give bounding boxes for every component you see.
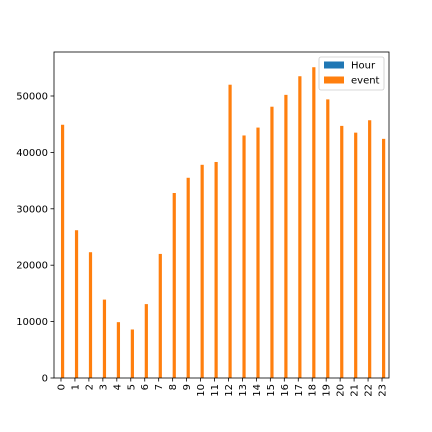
x-tick-label: 17: [294, 384, 305, 397]
x-tick-label: 9: [182, 384, 193, 390]
bar-event-10: [200, 164, 204, 378]
bar-event-13: [242, 135, 246, 378]
plot-frame: [53, 51, 390, 379]
x-tick-label: 19: [322, 384, 333, 397]
x-tick-label: 23: [378, 384, 389, 397]
bar-event-2: [88, 252, 93, 378]
x-tick-label: 1: [70, 384, 81, 390]
x-tick-label: 10: [196, 384, 207, 397]
bar-event-1: [74, 230, 79, 378]
bar-event-7: [158, 253, 162, 378]
bar-event-18: [312, 67, 316, 378]
bar-event-19: [326, 99, 330, 378]
bar-event-17: [298, 76, 302, 378]
bar-event-8: [172, 193, 176, 378]
bar-event-15: [270, 106, 274, 379]
legend-swatch-event: [324, 76, 344, 84]
x-tick-label: 16: [280, 384, 291, 397]
y-tick-label: 50000: [16, 91, 48, 102]
bar-event-21: [354, 132, 358, 378]
legend-swatch-hour: [324, 61, 344, 69]
bars-layer: [60, 67, 386, 379]
x-tick-label: 7: [154, 384, 165, 390]
y-axis: 0 10000 20000 30000 40000 50000: [16, 91, 54, 385]
bar-event-9: [186, 177, 190, 378]
bar-event-23: [382, 138, 386, 378]
bar-event-0: [60, 124, 65, 378]
x-tick-label: 18: [308, 384, 319, 397]
y-tick-label: 0: [42, 374, 48, 385]
x-tick-label: 21: [350, 384, 361, 397]
x-tick-label: 14: [252, 384, 263, 397]
x-axis: 0 1 2 3 4 5 6 7 8 9 10 11 12 13 14 15 16 17 18 19 20 21 22 23: [56, 378, 389, 397]
y-tick-label: 40000: [16, 148, 48, 159]
x-tick-label: 11: [210, 384, 221, 397]
bar-event-22: [368, 120, 372, 378]
bar-event-12: [228, 84, 232, 379]
x-tick-label: 15: [266, 384, 277, 397]
x-tick-label: 5: [126, 384, 137, 390]
x-tick-label: 0: [56, 384, 67, 390]
legend-label-hour: Hour: [351, 61, 376, 72]
bar-event-11: [214, 161, 218, 378]
x-tick-label: 8: [168, 384, 179, 390]
bar-event-3: [102, 299, 107, 378]
bar-event-4: [116, 322, 121, 378]
bar-event-6: [144, 304, 148, 378]
x-tick-label: 20: [336, 384, 347, 397]
bar-event-5: [130, 329, 134, 378]
x-tick-label: 22: [364, 384, 375, 397]
x-tick-label: 12: [224, 384, 235, 397]
y-tick-label: 30000: [16, 204, 48, 215]
x-tick-label: 4: [112, 384, 123, 390]
bar-event-20: [340, 125, 344, 378]
legend-label-event: event: [351, 76, 380, 87]
plot-background: [54, 52, 389, 378]
y-tick-label: 10000: [16, 317, 48, 328]
bar-event-14: [256, 127, 260, 378]
x-tick-label: 6: [140, 384, 151, 390]
x-tick-label: 2: [84, 384, 95, 390]
bar-event-16: [284, 94, 288, 379]
y-tick-label: 20000: [16, 261, 48, 272]
legend: Hour event: [318, 56, 385, 91]
x-tick-label: 13: [238, 384, 249, 397]
x-tick-label: 3: [98, 384, 109, 390]
